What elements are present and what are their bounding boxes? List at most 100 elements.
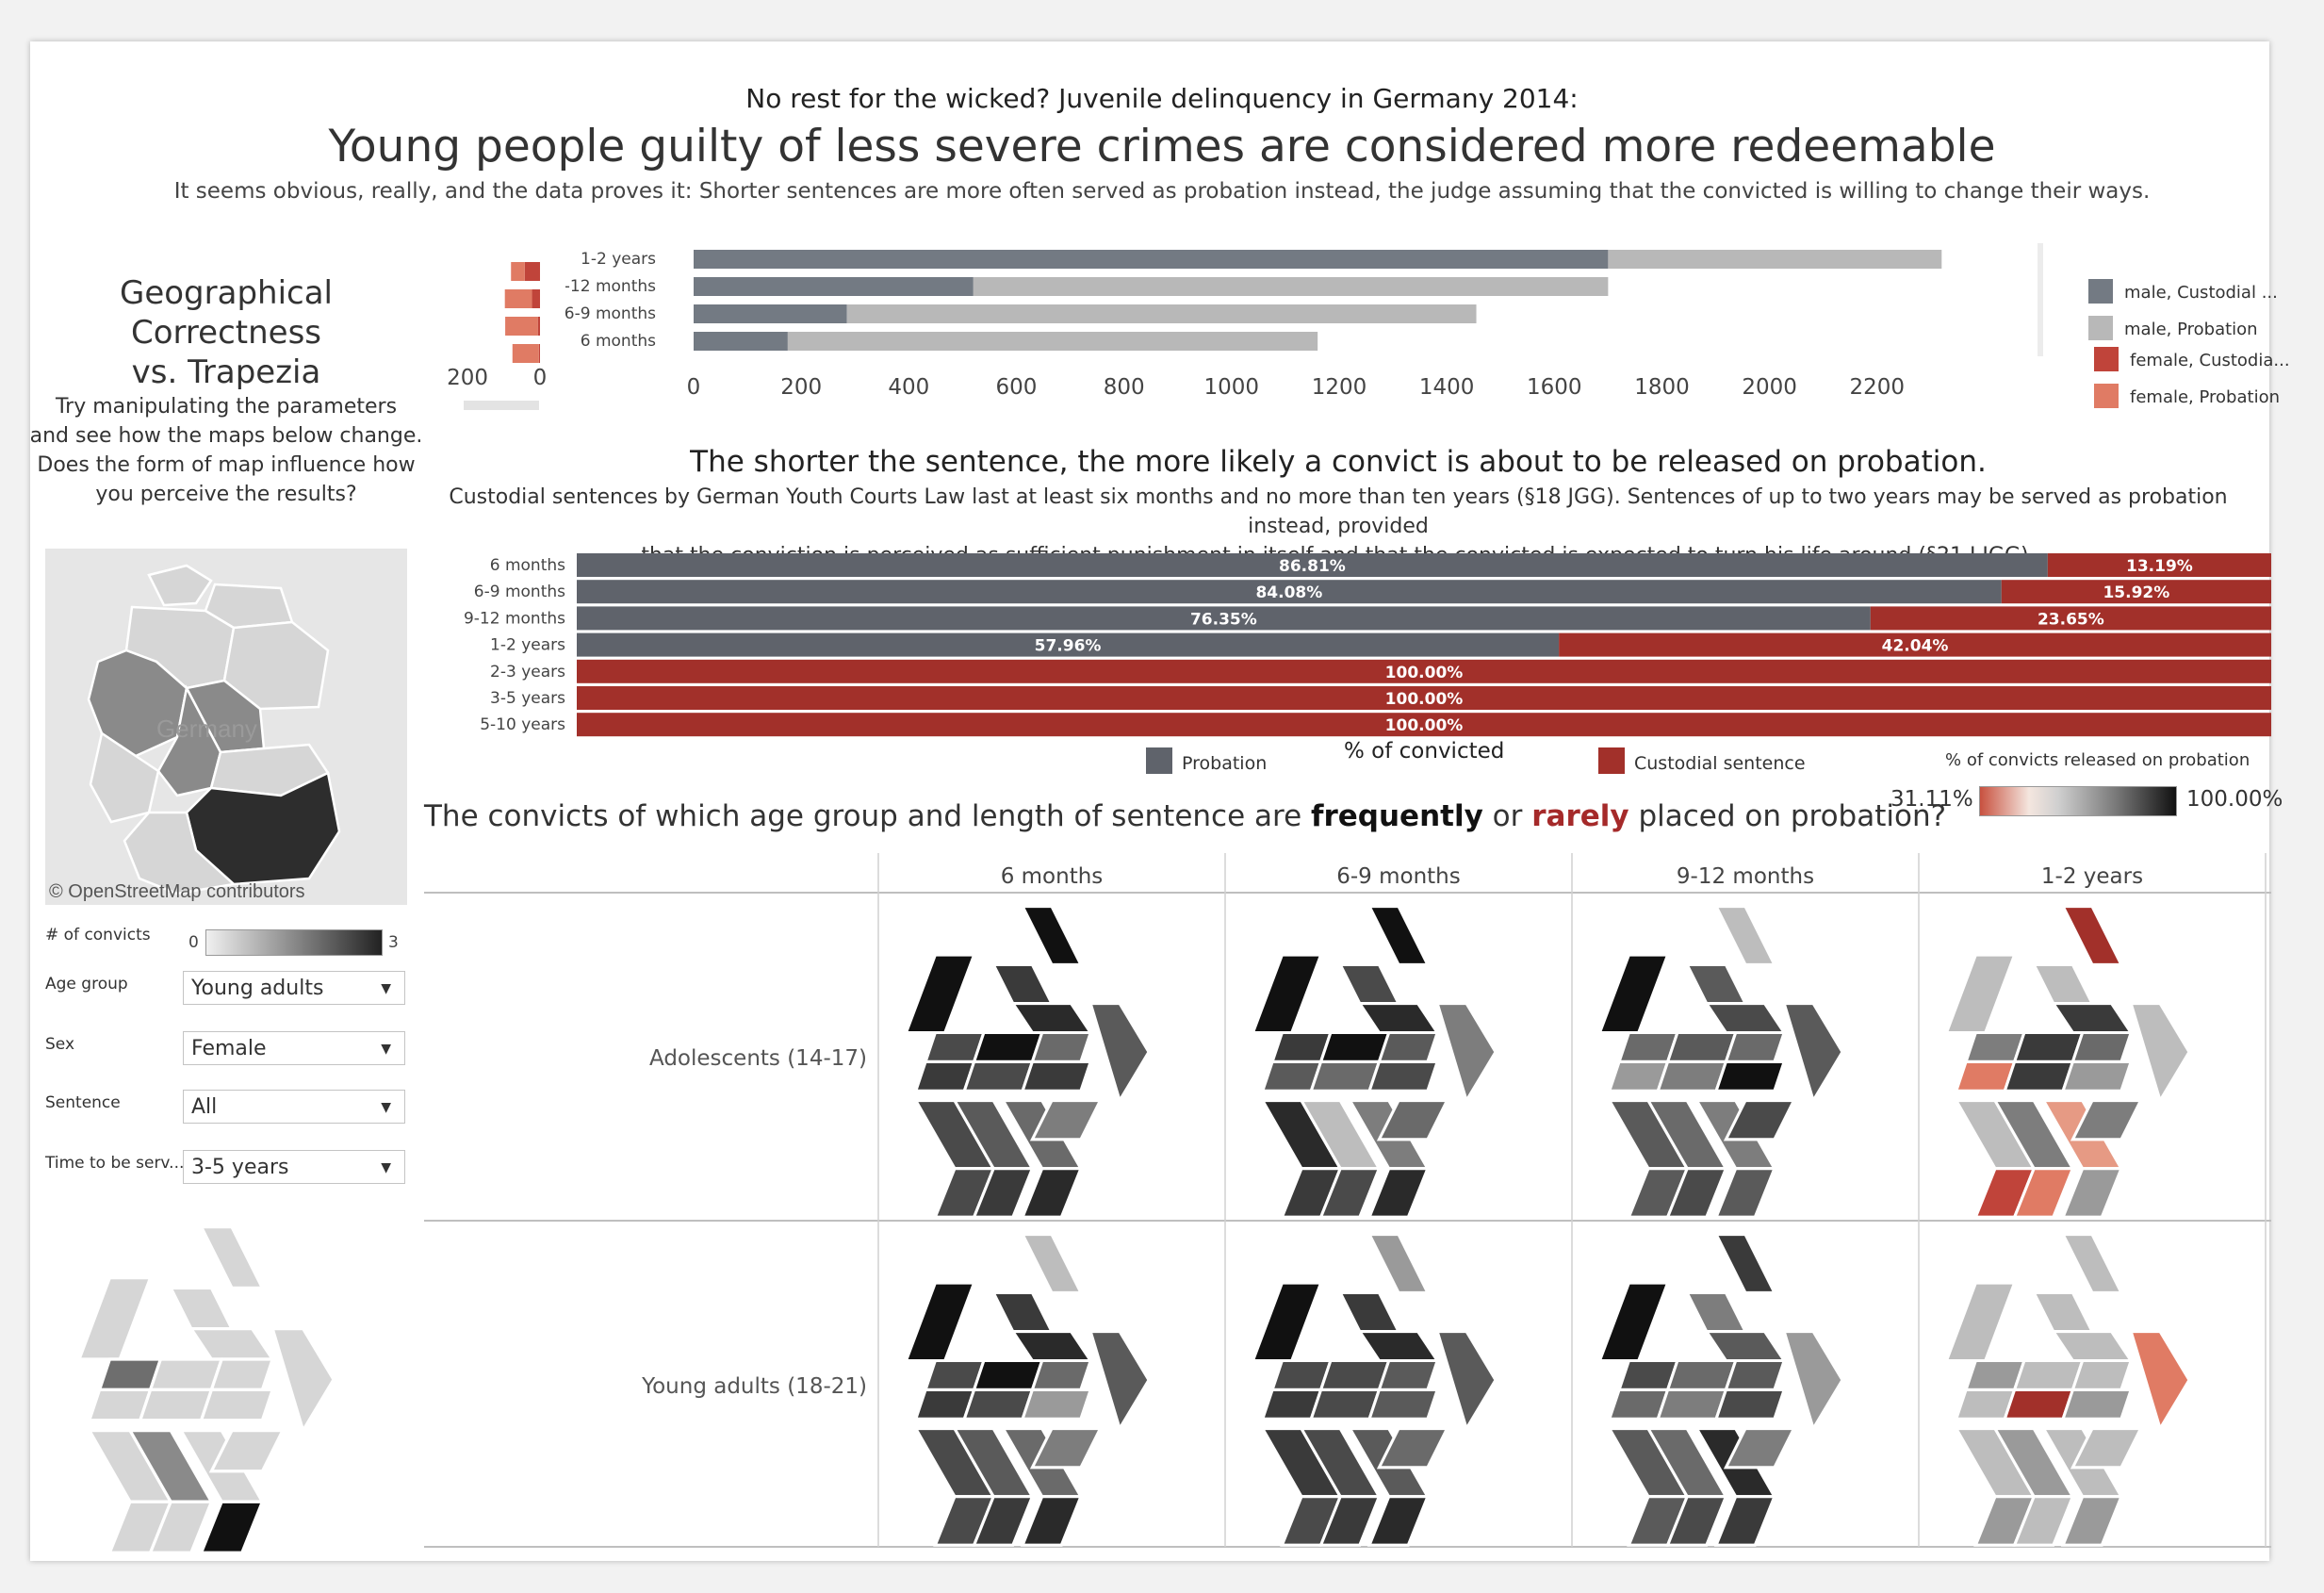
state-tile: [270, 1326, 336, 1435]
legend-label: male, Custodial ...: [2124, 283, 2278, 303]
state-tile: [1318, 1358, 1391, 1391]
male-x-tick: 2000: [1742, 375, 1797, 400]
sex-dropdown[interactable]: Female ▼: [183, 1031, 405, 1065]
state-tile: [1356, 1330, 1441, 1363]
state-tile: [990, 962, 1055, 1006]
question-pre: The convicts of which age group and leng…: [424, 799, 1311, 833]
state-tile: [2012, 1030, 2085, 1063]
state-tile: [1724, 1358, 1787, 1391]
state-tile: [148, 1357, 224, 1392]
male-probation-bar: [973, 277, 1609, 296]
state-tile: [1656, 1388, 1728, 1421]
sidebar-tiles: [76, 1224, 336, 1554]
state-tile: [2060, 1167, 2124, 1219]
state-tile: [199, 1500, 265, 1554]
probation-bar: [577, 632, 1560, 657]
sidebar-heading: Geographical Correctness vs. Trapezia: [38, 273, 415, 392]
state-tile: [1030, 1358, 1093, 1391]
region-bw[interactable]: [123, 811, 237, 895]
map-credit: © OpenStreetMap contributors: [49, 881, 305, 902]
cell-tile-map: [1944, 905, 2191, 1219]
pct-bar-label: 13.19%: [2126, 557, 2193, 576]
female-scrollbar: [464, 401, 539, 410]
state-tile: [76, 1275, 153, 1361]
state-tile: [1309, 1059, 1382, 1092]
state-tile: [1713, 1167, 1777, 1219]
state-tile: [2003, 1059, 2075, 1092]
state-tile: [2060, 1495, 2124, 1547]
male-category-label: 9-12 months: [565, 277, 656, 296]
gradient-legend-title: % of convicts released on probation: [1945, 750, 2250, 770]
custodial-bar: [577, 686, 2271, 710]
state-tile: [1367, 1388, 1440, 1421]
male-x-tick: 1200: [1312, 375, 1367, 400]
legend-swatch[interactable]: [2088, 279, 2113, 304]
state-tile: [2012, 1358, 2085, 1391]
custodial-bar: [577, 659, 2271, 683]
state-tile: [1713, 1233, 1777, 1294]
state-tile: [1367, 1233, 1431, 1294]
sidebar-text-line: and see how the maps below change.: [29, 424, 423, 448]
state-tile: [1020, 1233, 1084, 1294]
pct-bar-label: 15.92%: [2103, 583, 2169, 602]
state-tile: [1684, 962, 1748, 1006]
cell-tile-map: [1251, 905, 1498, 1219]
chevron-down-icon: ▼: [381, 981, 391, 996]
male-x-tick: 1600: [1527, 375, 1582, 400]
section3-question: The convicts of which age group and leng…: [424, 799, 1946, 833]
state-tile: [1435, 1330, 1498, 1433]
chart-scrollbar[interactable]: [2038, 243, 2043, 356]
state-tile: [1367, 1167, 1431, 1219]
param-age-label: Age group: [45, 975, 128, 994]
germany-map[interactable]: Germany © OpenStreetMap contributors: [45, 549, 407, 905]
gradient-legend-min: 31.11%: [1890, 787, 1973, 812]
state-tile: [1684, 1290, 1748, 1334]
male-probation-bar: [787, 332, 1318, 351]
state-tile: [1088, 1330, 1151, 1433]
question-post: placed on probation?: [1628, 799, 1947, 833]
female-probation-bar: [511, 262, 525, 281]
male-probation-bar: [846, 304, 1477, 323]
grid-column-header: 6-9 months: [1336, 864, 1461, 889]
custodial-bar: [1870, 606, 2271, 631]
pct-category-label: 9-12 months: [464, 609, 565, 628]
legend-swatch[interactable]: [2088, 316, 2113, 340]
region-sh[interactable]: [147, 564, 213, 607]
state-tile: [1030, 1030, 1093, 1063]
pct-category-label: 2-3 years: [490, 663, 565, 682]
age-group-value: Young adults: [191, 977, 324, 1000]
state-tile: [1376, 1427, 1449, 1470]
female-probation-bar: [504, 289, 532, 308]
state-tile: [1713, 1388, 1787, 1421]
male-x-tick: 2200: [1850, 375, 1906, 400]
sidebar-tile-map[interactable]: [57, 1216, 396, 1555]
probation-bar: [577, 580, 2002, 604]
custodial-bar: [577, 713, 2271, 737]
male-custodial-bar: [694, 277, 974, 296]
state-tile: [1723, 1099, 1796, 1141]
state-tile: [1367, 1495, 1431, 1547]
state-tile: [2050, 1330, 2135, 1363]
legend-swatch[interactable]: [2094, 347, 2119, 371]
state-tile: [2060, 1388, 2134, 1421]
legend-swatch[interactable]: [2094, 384, 2119, 408]
legend-custodial-swatch: [1598, 747, 1625, 774]
male-custodial-bar: [694, 304, 847, 323]
state-tile: [1029, 1427, 1103, 1470]
convicts-legend-min: 0: [188, 933, 199, 952]
sentence-value: All: [191, 1095, 218, 1119]
state-tile: [1376, 1099, 1449, 1141]
question-frequently: frequently: [1311, 799, 1483, 833]
state-tile: [199, 1388, 275, 1422]
male-custodial-bar: [694, 250, 1609, 269]
state-tile: [1724, 1030, 1787, 1063]
age-group-dropdown[interactable]: Young adults ▼: [183, 971, 405, 1005]
state-tile: [1318, 1495, 1382, 1547]
sentence-dropdown[interactable]: All ▼: [183, 1090, 405, 1124]
state-tile: [962, 1388, 1035, 1421]
dashboard-title: Young people guilty of less severe crime…: [328, 121, 1996, 172]
state-tile: [1029, 1099, 1103, 1141]
gradient-legend-max: 100.00%: [2186, 787, 2283, 812]
state-tile: [962, 1059, 1035, 1092]
time-to-serve-dropdown[interactable]: 3-5 years ▼: [183, 1150, 405, 1184]
